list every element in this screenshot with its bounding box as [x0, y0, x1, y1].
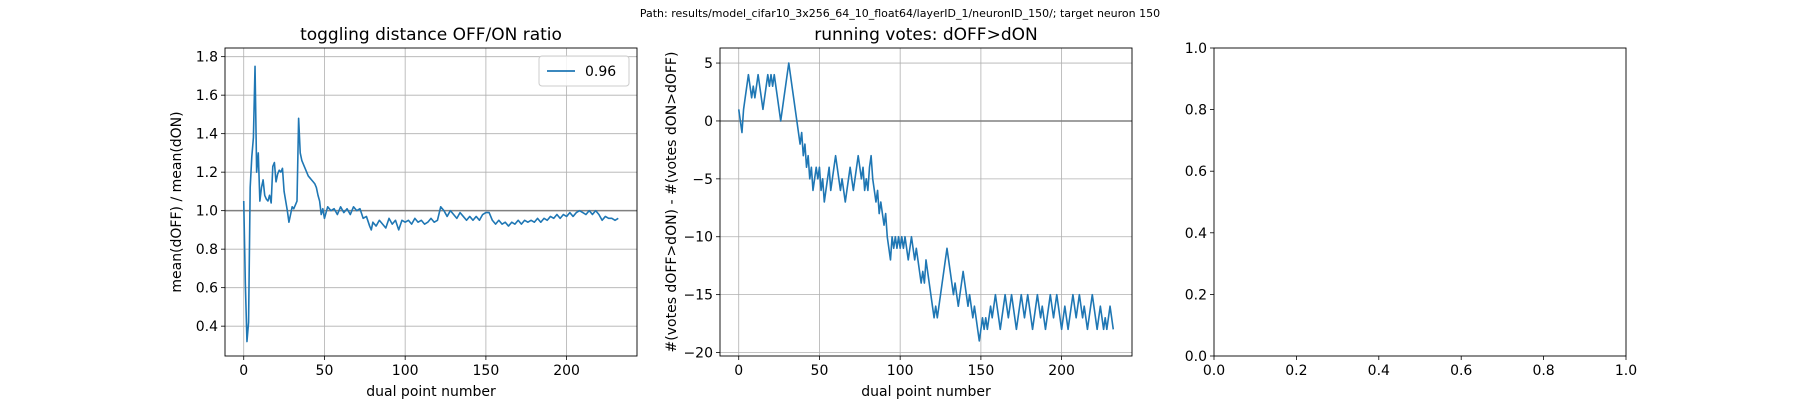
ratio-legend-label: 0.96 [585, 64, 616, 80]
votes-plot-area [720, 48, 1132, 356]
empty-x-tick-label: 0.4 [1368, 363, 1390, 379]
votes-axes-frame [719, 47, 1133, 357]
votes-x-tick-label: 200 [1048, 363, 1075, 379]
empty-plot-area [1214, 48, 1626, 356]
votes-y-tick-label: −5 [692, 172, 713, 188]
ratio-x-tick-label: 50 [316, 363, 334, 379]
figure-suptitle: Path: results/model_cifar10_3x256_64_10_… [640, 7, 1160, 20]
ratio-y-tick-label: 0.6 [196, 281, 218, 297]
ratio-legend: 0.96 [538, 55, 630, 87]
empty-x-tick-label: 0.2 [1285, 363, 1307, 379]
ratio-plot-area [225, 48, 637, 356]
empty-x-tick-label: 1.0 [1615, 363, 1637, 379]
ratio-y-tick-label: 1.8 [196, 50, 218, 66]
empty-axes-frame [1213, 47, 1627, 357]
empty-y-tick-label: 0.6 [1185, 164, 1207, 180]
ratio-legend-box [538, 55, 630, 87]
votes-y-tick-label: 5 [704, 56, 713, 72]
votes-y-tick-label: −15 [683, 288, 713, 304]
ratio-chart: 0 50 100 150 200 0.4 0.6 0.8 1.0 1.2 1.4 1.6 1.8 togg… [169, 25, 638, 400]
empty-y-tick-label: 0.4 [1185, 226, 1207, 242]
ratio-y-axis-label: mean(dOFF) / mean(dON) [169, 111, 185, 292]
votes-x-tick-label: 0 [734, 363, 743, 379]
empty-x-tick-label: 0.6 [1450, 363, 1472, 379]
votes-series-line [737, 62, 1115, 342]
votes-chart: 0 50 100 150 200 −20 −15 −10 −5 0 5 running votes: … [664, 25, 1133, 400]
empty-y-tick-label: 0.8 [1185, 103, 1207, 119]
ratio-series-line [242, 65, 619, 343]
ratio-axes-frame [224, 47, 638, 357]
empty-x-tick-label: 0.0 [1203, 363, 1225, 379]
ratio-y-tick-label: 1.2 [196, 165, 218, 181]
votes-y-axis-label: #(votes dOFF>dON) - #(votes dON>dOFF) [664, 52, 680, 353]
empty-y-tick-label: 1.0 [1185, 41, 1207, 57]
ratio-chart-title: toggling distance OFF/ON ratio [300, 25, 562, 45]
ratio-y-tick-label: 0.8 [196, 242, 218, 258]
votes-chart-title: running votes: dOFF>dON [814, 25, 1037, 45]
ratio-x-tick-label: 200 [553, 363, 580, 379]
ratio-y-tick-label: 1.6 [196, 88, 218, 104]
ratio-x-axis-label: dual point number [366, 384, 496, 400]
votes-x-tick-label: 150 [968, 363, 995, 379]
votes-y-tick-label: −10 [683, 230, 713, 246]
ratio-y-tick-label: 1.0 [196, 204, 218, 220]
votes-x-axis-label: dual point number [861, 384, 991, 400]
ratio-x-tick-label: 0 [239, 363, 248, 379]
ratio-y-tick-label: 1.4 [196, 127, 218, 143]
empty-y-tick-label: 0.0 [1185, 349, 1207, 365]
empty-x-tick-label: 0.8 [1532, 363, 1554, 379]
votes-x-tick-label: 100 [887, 363, 914, 379]
ratio-x-tick-label: 150 [473, 363, 500, 379]
empty-chart: 0.0 0.2 0.4 0.6 0.8 1.0 0.0 0.2 0.4 0.6 0.8 1.0 [1185, 41, 1637, 379]
ratio-x-tick-label: 100 [392, 363, 419, 379]
votes-y-tick-label: 0 [704, 114, 713, 130]
ratio-y-tick-label: 0.4 [196, 319, 218, 335]
votes-x-tick-label: 50 [811, 363, 829, 379]
empty-y-tick-label: 0.2 [1185, 287, 1207, 303]
votes-y-tick-label: −20 [683, 346, 713, 362]
